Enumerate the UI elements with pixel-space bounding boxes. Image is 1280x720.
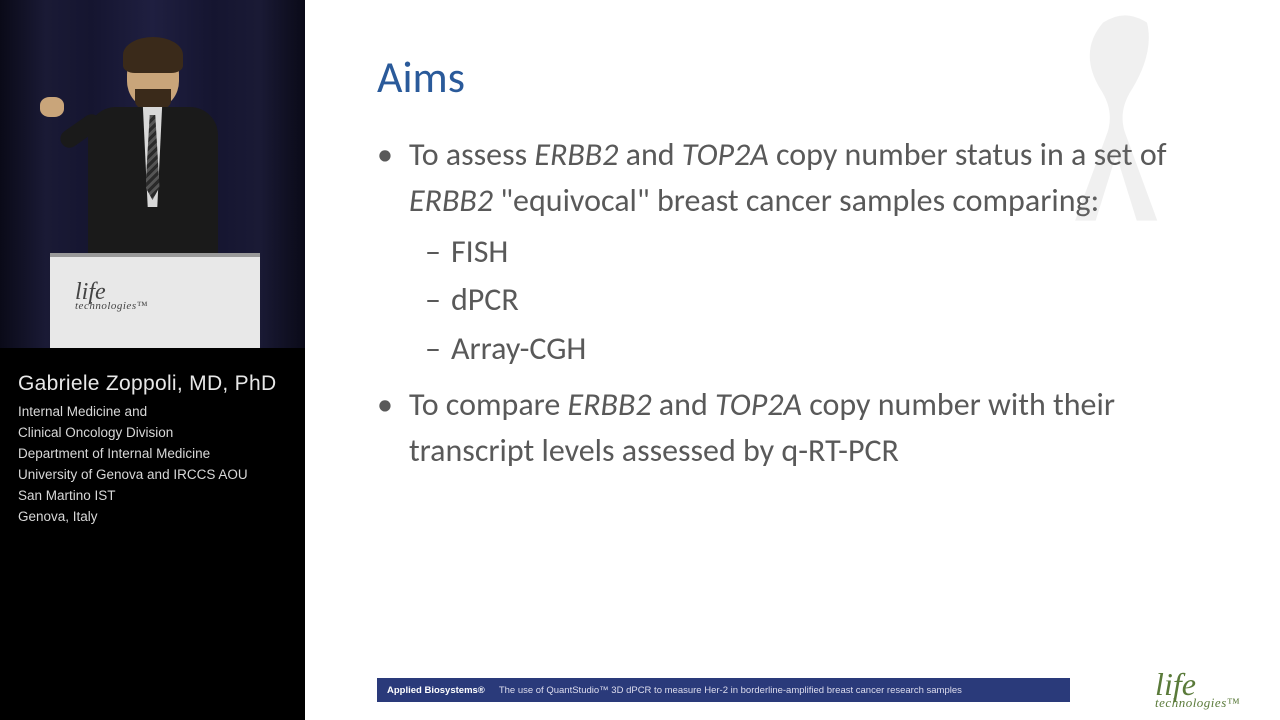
slide-footer-bar: Applied Biosystems® The use of QuantStud… <box>377 678 1070 702</box>
speaker-figure <box>83 45 223 287</box>
footer-title: The use of QuantStudio™ 3D dPCR to measu… <box>499 685 962 696</box>
affiliation-line: Clinical Oncology Division <box>18 423 287 444</box>
bullet-item: • To compare ERBB2 and TOP2A copy number… <box>377 382 1220 475</box>
gene-name: ERBB2 <box>568 385 652 424</box>
left-panel: life technologies™ Gabriele Zoppoli, MD,… <box>0 0 305 720</box>
corner-logo: life technologies™ <box>1155 672 1240 708</box>
gene-name: TOP2A <box>682 135 769 174</box>
dash-marker: – <box>425 277 441 323</box>
podium-logo: life technologies™ <box>75 282 148 312</box>
sub-bullet-text: FISH <box>451 229 508 275</box>
speaker-head <box>127 45 179 107</box>
dash-marker: – <box>425 229 441 275</box>
presentation-layout: life technologies™ Gabriele Zoppoli, MD,… <box>0 0 1280 720</box>
gene-name: TOP2A <box>715 385 802 424</box>
sub-bullet-text: dPCR <box>451 277 519 323</box>
affiliation-line: San Martino IST <box>18 486 287 507</box>
affiliation-line: Internal Medicine and <box>18 402 287 423</box>
speaker-video: life technologies™ <box>0 0 305 348</box>
affiliation-line: Department of Internal Medicine <box>18 444 287 465</box>
gene-name: ERBB2 <box>409 181 493 220</box>
affiliation-line: Genova, Italy <box>18 507 287 528</box>
footer-brand: Applied Biosystems® <box>387 685 485 696</box>
slide-panel: Aims • To assess ERBB2 and TOP2A copy nu… <box>305 0 1280 720</box>
podium: life technologies™ <box>50 253 260 348</box>
bullet-marker: • <box>377 382 393 475</box>
speaker-info: Gabriele Zoppoli, MD, PhD Internal Medic… <box>0 348 305 528</box>
bullet-marker: • <box>377 132 393 225</box>
sub-bullet-item: – FISH <box>425 229 1220 275</box>
gene-name: ERBB2 <box>534 135 618 174</box>
sub-bullet-text: Array-CGH <box>451 326 586 372</box>
speaker-name: Gabriele Zoppoli, MD, PhD <box>18 372 287 396</box>
bullet-text: To compare ERBB2 and TOP2A copy number w… <box>409 382 1220 475</box>
sub-bullet-item: – dPCR <box>425 277 1220 323</box>
corner-logo-sub: technologies™ <box>1155 698 1240 708</box>
podium-logo-sub: technologies™ <box>75 302 148 311</box>
affiliation-line: University of Genova and IRCCS AOU <box>18 465 287 486</box>
sub-bullet-item: – Array-CGH <box>425 326 1220 372</box>
ribbon-watermark-icon <box>1050 8 1200 228</box>
speaker-affiliation: Internal Medicine and Clinical Oncology … <box>18 402 287 528</box>
dash-marker: – <box>425 326 441 372</box>
